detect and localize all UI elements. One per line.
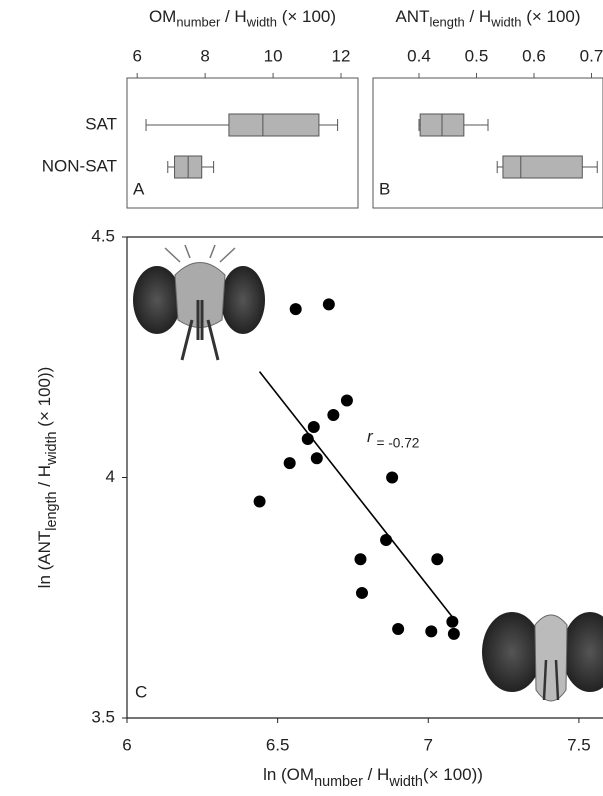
subscript: width	[490, 15, 521, 30]
annotation: r = -0.72	[367, 427, 419, 450]
fly-image-top	[133, 244, 265, 361]
subscript: = -0.72	[373, 435, 420, 450]
text-segment: (× 100))	[423, 765, 483, 784]
y-tick-label: 3.5	[91, 707, 115, 726]
point	[340, 394, 353, 407]
point	[253, 495, 266, 508]
text-segment: ln (ANT	[35, 531, 54, 589]
subscript: number	[314, 774, 363, 790]
point	[322, 298, 335, 311]
point	[446, 615, 459, 628]
point	[283, 457, 296, 470]
text-segment: (× 100))	[35, 367, 54, 432]
point	[327, 408, 340, 421]
x-tick-label: 0.6	[522, 46, 546, 65]
point	[289, 303, 302, 316]
box	[502, 155, 583, 179]
x-tick-label: 0.7	[580, 46, 603, 65]
y-axis-label: ln (ANTlength / Hwidth (× 100))	[35, 367, 59, 589]
text-segment: / H	[220, 7, 246, 26]
text-segment: OM	[149, 7, 176, 26]
fit-line	[258, 371, 453, 618]
subscript: width	[44, 431, 60, 466]
point	[386, 471, 399, 484]
panel-letter: A	[133, 179, 145, 198]
x-tick-label: 0.5	[465, 46, 489, 65]
x-tick-label: 12	[332, 46, 351, 65]
category-label: NON-SAT	[42, 156, 117, 175]
text-segment: ln (OM	[263, 765, 314, 784]
text-segment: (× 100)	[277, 7, 336, 26]
point	[301, 433, 314, 446]
text-segment: / H	[465, 7, 491, 26]
x-tick-label: 8	[200, 46, 209, 65]
point	[447, 627, 460, 640]
fly-image-bottom	[482, 612, 603, 702]
axis-title: ANTlength / Hwidth (× 100)	[395, 7, 580, 29]
y-tick-label: 4.5	[91, 226, 115, 245]
panel-letter: C	[135, 682, 147, 701]
panel-letter: B	[379, 179, 390, 198]
x-tick-label: 6.5	[266, 735, 290, 754]
text-segment: (× 100)	[521, 7, 580, 26]
point	[310, 452, 323, 465]
point	[380, 534, 393, 547]
x-tick-label: 7	[424, 735, 433, 754]
text-segment: / H	[35, 465, 54, 491]
point	[307, 420, 320, 433]
point	[392, 623, 405, 636]
panel-frame	[372, 77, 603, 209]
point	[425, 625, 438, 638]
point	[431, 553, 444, 566]
subscript: width	[388, 774, 423, 790]
subscript: width	[246, 15, 277, 30]
x-tick-label: 10	[264, 46, 283, 65]
axis-title: OMnumber / Hwidth (× 100)	[149, 7, 336, 29]
text-segment: ANT	[395, 7, 429, 26]
x-tick-label: 6	[122, 735, 131, 754]
x-axis-label: ln (OMnumber / Hwidth(× 100))	[263, 765, 483, 789]
x-tick-label: 0.4	[407, 46, 431, 65]
category-label: SAT	[85, 114, 117, 133]
point	[354, 553, 367, 566]
text-segment: / H	[363, 765, 389, 784]
y-tick-label: 4	[106, 467, 115, 486]
box	[228, 113, 320, 137]
x-tick-label: 7.5	[567, 735, 591, 754]
subscript: length	[429, 15, 464, 30]
text-segment: r	[367, 427, 374, 446]
point	[355, 586, 368, 599]
subscript: number	[176, 15, 221, 30]
x-tick-label: 6	[132, 46, 141, 65]
subscript: length	[44, 491, 60, 530]
panel-frame	[126, 77, 359, 209]
